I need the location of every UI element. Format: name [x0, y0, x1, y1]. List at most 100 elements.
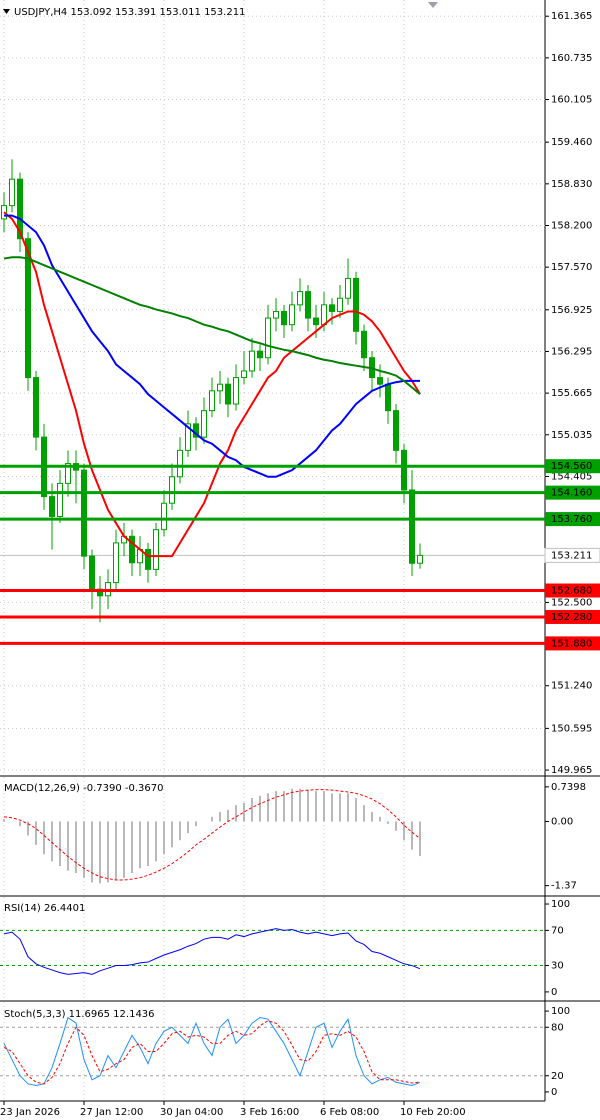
level-label: 153.760 — [551, 514, 592, 525]
candle-body — [25, 238, 31, 379]
candle-body — [289, 304, 295, 326]
candle-body — [177, 449, 183, 478]
rsi-line — [3, 928, 421, 975]
macd-title: MACD(12,26,9) -0.7390 -0.3670 — [4, 783, 164, 794]
y-tick-label: 157.570 — [551, 262, 592, 273]
candle-body — [169, 476, 175, 504]
y-tick-label: 0.7398 — [551, 782, 586, 793]
y-tick-label: 155.665 — [551, 388, 592, 399]
candle-body — [337, 297, 343, 312]
candle-body — [49, 496, 55, 517]
candle-body — [65, 463, 71, 484]
level-label-box — [545, 485, 600, 500]
candle-body — [9, 178, 15, 207]
rsi-title: RSI(14) 26.4401 — [4, 903, 85, 914]
y-tick-label: 160.105 — [551, 95, 592, 106]
y-tick-label: 150.595 — [551, 723, 592, 734]
candle-body — [321, 304, 327, 326]
y-tick-label: 158.200 — [551, 220, 592, 231]
candle-body — [113, 542, 119, 584]
candle-body — [385, 383, 391, 412]
x-tick-label: 10 Feb 20:00 — [400, 1107, 466, 1118]
menu-arrow — [3, 9, 10, 14]
candle-body — [153, 529, 159, 570]
y-tick-label: 20 — [551, 1071, 564, 1082]
level-label: 152.280 — [551, 612, 592, 623]
candle-body — [33, 377, 39, 438]
candle-body — [209, 390, 215, 412]
candle-body — [265, 317, 271, 359]
y-tick-label: 159.460 — [551, 137, 592, 148]
moving-average — [3, 211, 421, 558]
candle-body — [417, 554, 423, 564]
candle-body — [81, 469, 87, 557]
y-tick-label: 154.405 — [551, 471, 592, 482]
y-tick-label: 100 — [551, 899, 570, 910]
level-label: 154.560 — [551, 461, 592, 472]
candle-body — [313, 317, 319, 326]
macd-signal — [3, 789, 421, 881]
x-tick-label: 6 Feb 08:00 — [320, 1107, 379, 1118]
stoch-signal — [3, 1020, 421, 1085]
candle-body — [129, 535, 135, 564]
candle-body — [145, 549, 151, 570]
y-tick-label: 100 — [551, 1006, 570, 1017]
candle-body — [217, 383, 223, 392]
last-price-box — [544, 547, 600, 563]
level-label: 154.160 — [551, 488, 592, 499]
candle-body — [185, 423, 191, 451]
chart-title: USDJPY,H4 153.092 153.391 153.011 153.21… — [14, 7, 245, 18]
stoch-title: Stoch(5,3,3) 11.6965 12.1436 — [4, 1009, 155, 1020]
level-label-box — [545, 609, 600, 624]
y-tick-label: -1.37 — [551, 881, 577, 892]
moving-average — [4, 214, 420, 478]
stoch-main — [3, 1016, 421, 1086]
y-tick-label: 161.365 — [551, 11, 592, 22]
candle-body — [241, 370, 247, 379]
x-tick-label: 30 Jan 04:00 — [160, 1107, 223, 1118]
candle-body — [401, 449, 407, 491]
shift-marker — [428, 2, 438, 8]
candle-body — [305, 291, 311, 319]
candle-body — [409, 489, 415, 564]
y-tick-label: 160.735 — [551, 53, 592, 64]
candle-body — [377, 377, 383, 385]
candle-body — [257, 350, 263, 359]
level-label: 151.880 — [551, 638, 592, 649]
y-tick-label: 156.925 — [551, 305, 592, 316]
y-tick-label: 158.830 — [551, 179, 592, 190]
candle-body — [161, 502, 167, 531]
candle-body — [361, 330, 367, 359]
candle-body — [1, 205, 7, 220]
y-tick-label: 70 — [551, 925, 564, 936]
y-tick-label: 0 — [551, 1087, 557, 1098]
y-tick-label: 149.965 — [551, 765, 592, 776]
y-tick-label: 30 — [551, 961, 564, 972]
candle-body — [57, 482, 63, 517]
candle-body — [273, 310, 279, 319]
candle-body — [297, 291, 303, 306]
level-label-box — [545, 636, 600, 651]
x-tick-label: 23 Jan 2026 — [0, 1107, 60, 1118]
x-tick-label: 3 Feb 16:00 — [240, 1107, 299, 1118]
y-tick-label: 152.500 — [551, 597, 592, 608]
candle-body — [201, 410, 207, 438]
level-label-box — [545, 512, 600, 527]
candle-body — [233, 377, 239, 405]
y-tick-label: 155.035 — [551, 430, 592, 441]
y-tick-label: 0.00 — [551, 816, 573, 827]
candle-body — [225, 383, 231, 405]
level-label: 152.680 — [551, 586, 592, 597]
candle-body — [345, 277, 351, 299]
candle-body — [249, 350, 255, 372]
candle-body — [17, 178, 23, 240]
candle-body — [353, 277, 359, 332]
last-price-label: 153.211 — [551, 550, 592, 561]
level-label-box — [545, 459, 600, 474]
level-label-box — [545, 583, 600, 598]
candle-body — [393, 410, 399, 451]
candle-body — [281, 310, 287, 326]
